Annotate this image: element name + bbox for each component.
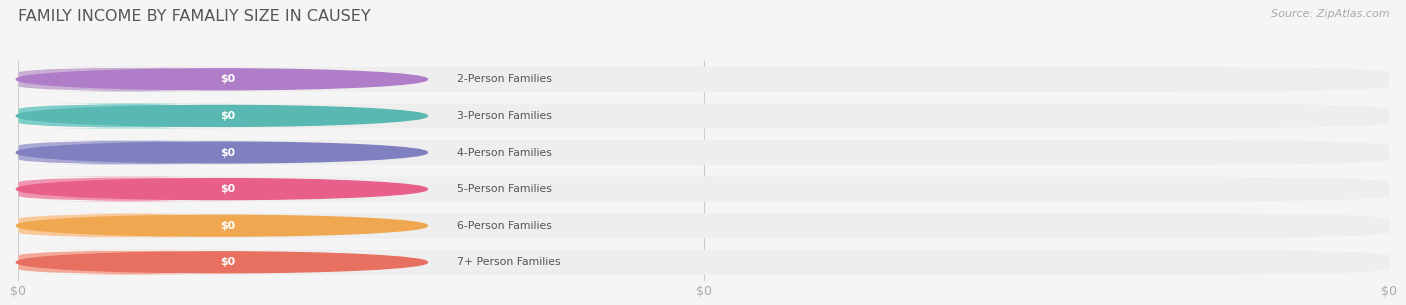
FancyBboxPatch shape	[18, 140, 1389, 165]
FancyBboxPatch shape	[17, 103, 242, 128]
Text: 2-Person Families: 2-Person Families	[457, 74, 551, 84]
Text: FAMILY INCOME BY FAMALIY SIZE IN CAUSEY: FAMILY INCOME BY FAMALIY SIZE IN CAUSEY	[18, 9, 371, 24]
Ellipse shape	[17, 142, 427, 163]
FancyBboxPatch shape	[18, 250, 1389, 275]
FancyBboxPatch shape	[17, 140, 242, 165]
FancyBboxPatch shape	[17, 177, 242, 202]
Text: 4-Person Families: 4-Person Families	[457, 148, 551, 157]
FancyBboxPatch shape	[18, 103, 1389, 128]
Text: $0: $0	[219, 184, 235, 194]
Ellipse shape	[17, 215, 427, 236]
FancyBboxPatch shape	[17, 250, 242, 275]
Text: Source: ZipAtlas.com: Source: ZipAtlas.com	[1271, 9, 1389, 19]
Ellipse shape	[17, 179, 427, 199]
FancyBboxPatch shape	[17, 213, 242, 238]
Text: 7+ Person Families: 7+ Person Families	[457, 257, 561, 267]
Ellipse shape	[17, 106, 427, 126]
Text: 5-Person Families: 5-Person Families	[457, 184, 551, 194]
Text: $0: $0	[219, 74, 235, 84]
FancyBboxPatch shape	[18, 177, 1389, 202]
Ellipse shape	[17, 69, 427, 90]
Text: 6-Person Families: 6-Person Families	[457, 221, 551, 231]
FancyBboxPatch shape	[18, 67, 1389, 92]
Text: $0: $0	[219, 148, 235, 157]
Ellipse shape	[17, 252, 427, 273]
Text: $0: $0	[219, 257, 235, 267]
FancyBboxPatch shape	[17, 67, 242, 92]
Text: $0: $0	[219, 221, 235, 231]
Text: $0: $0	[219, 111, 235, 121]
Text: 3-Person Families: 3-Person Families	[457, 111, 551, 121]
FancyBboxPatch shape	[18, 213, 1389, 238]
